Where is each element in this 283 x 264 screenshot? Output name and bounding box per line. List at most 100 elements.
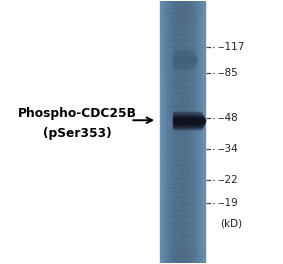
Bar	[173, 63, 195, 64]
Bar	[203, 1, 204, 263]
Bar	[173, 112, 202, 113]
Bar	[202, 1, 203, 263]
Bar	[160, 1, 161, 263]
Bar	[160, 210, 205, 217]
Bar	[173, 115, 203, 116]
Bar	[160, 145, 205, 152]
Bar	[198, 1, 199, 263]
Bar	[173, 129, 201, 130]
Bar	[173, 113, 202, 114]
Bar	[188, 1, 189, 263]
Bar	[184, 1, 185, 263]
Text: --117: --117	[217, 42, 245, 52]
Bar	[160, 34, 205, 41]
Bar	[192, 1, 193, 263]
Bar	[160, 73, 205, 80]
Bar	[160, 15, 205, 21]
Bar	[173, 126, 203, 127]
Bar	[174, 51, 194, 52]
Bar	[195, 1, 196, 263]
Bar	[160, 256, 205, 263]
Text: (kD): (kD)	[220, 218, 242, 228]
Bar	[160, 112, 205, 119]
Bar	[160, 41, 205, 47]
Bar	[162, 1, 163, 263]
Text: --48: --48	[217, 113, 238, 123]
Bar	[161, 1, 162, 263]
Text: (pSer353): (pSer353)	[43, 127, 112, 140]
Bar	[196, 1, 197, 263]
Bar	[173, 125, 203, 126]
Bar	[178, 1, 179, 263]
Bar	[160, 54, 205, 60]
Bar	[164, 1, 165, 263]
Bar	[174, 67, 194, 68]
Bar	[160, 165, 205, 171]
Bar	[160, 191, 205, 197]
Bar	[189, 1, 190, 263]
Bar	[201, 1, 202, 263]
Bar	[167, 1, 168, 263]
Bar	[173, 59, 197, 61]
Bar	[187, 1, 188, 263]
Bar	[168, 1, 169, 263]
Bar	[173, 118, 204, 119]
Bar	[172, 1, 173, 263]
Bar	[160, 86, 205, 93]
Bar	[179, 1, 180, 263]
Bar	[160, 60, 205, 67]
Bar	[173, 111, 201, 112]
Bar	[160, 217, 205, 223]
Bar	[160, 67, 205, 73]
Bar	[173, 61, 196, 62]
Bar	[160, 1, 205, 8]
Bar	[160, 8, 205, 15]
Bar	[173, 127, 202, 128]
Bar	[175, 69, 193, 70]
Bar	[160, 158, 205, 165]
Text: Phospho-CDC25B: Phospho-CDC25B	[18, 107, 137, 120]
Bar	[182, 1, 183, 263]
Bar	[169, 1, 170, 263]
Bar	[174, 64, 195, 65]
Bar	[176, 1, 177, 263]
Bar	[173, 121, 205, 122]
Bar	[160, 125, 205, 132]
Bar	[174, 68, 193, 69]
Bar	[160, 178, 205, 184]
Bar	[193, 1, 194, 263]
Bar	[173, 120, 205, 121]
Bar	[175, 48, 193, 50]
Bar	[160, 47, 205, 54]
Bar	[160, 27, 205, 34]
Bar	[160, 204, 205, 210]
Bar	[173, 56, 196, 57]
Bar	[174, 66, 194, 67]
Bar	[204, 1, 205, 263]
Bar	[183, 1, 184, 263]
Bar	[160, 184, 205, 191]
Bar	[160, 237, 205, 243]
Bar	[174, 53, 195, 54]
Bar	[173, 117, 204, 118]
Bar	[173, 55, 195, 56]
Bar	[185, 1, 186, 263]
Text: --85: --85	[217, 68, 238, 78]
Bar	[160, 21, 205, 27]
Bar	[174, 130, 201, 131]
Bar	[174, 50, 193, 51]
Bar	[173, 1, 174, 263]
Bar	[171, 1, 172, 263]
Bar	[160, 249, 205, 256]
Bar	[173, 58, 197, 59]
Bar	[190, 1, 191, 263]
Bar	[170, 1, 171, 263]
Bar	[160, 152, 205, 158]
Bar	[180, 1, 181, 263]
Bar	[173, 124, 203, 125]
Bar	[200, 1, 201, 263]
Bar	[160, 139, 205, 145]
Bar	[186, 1, 187, 263]
Bar	[173, 57, 196, 58]
Bar	[163, 1, 164, 263]
